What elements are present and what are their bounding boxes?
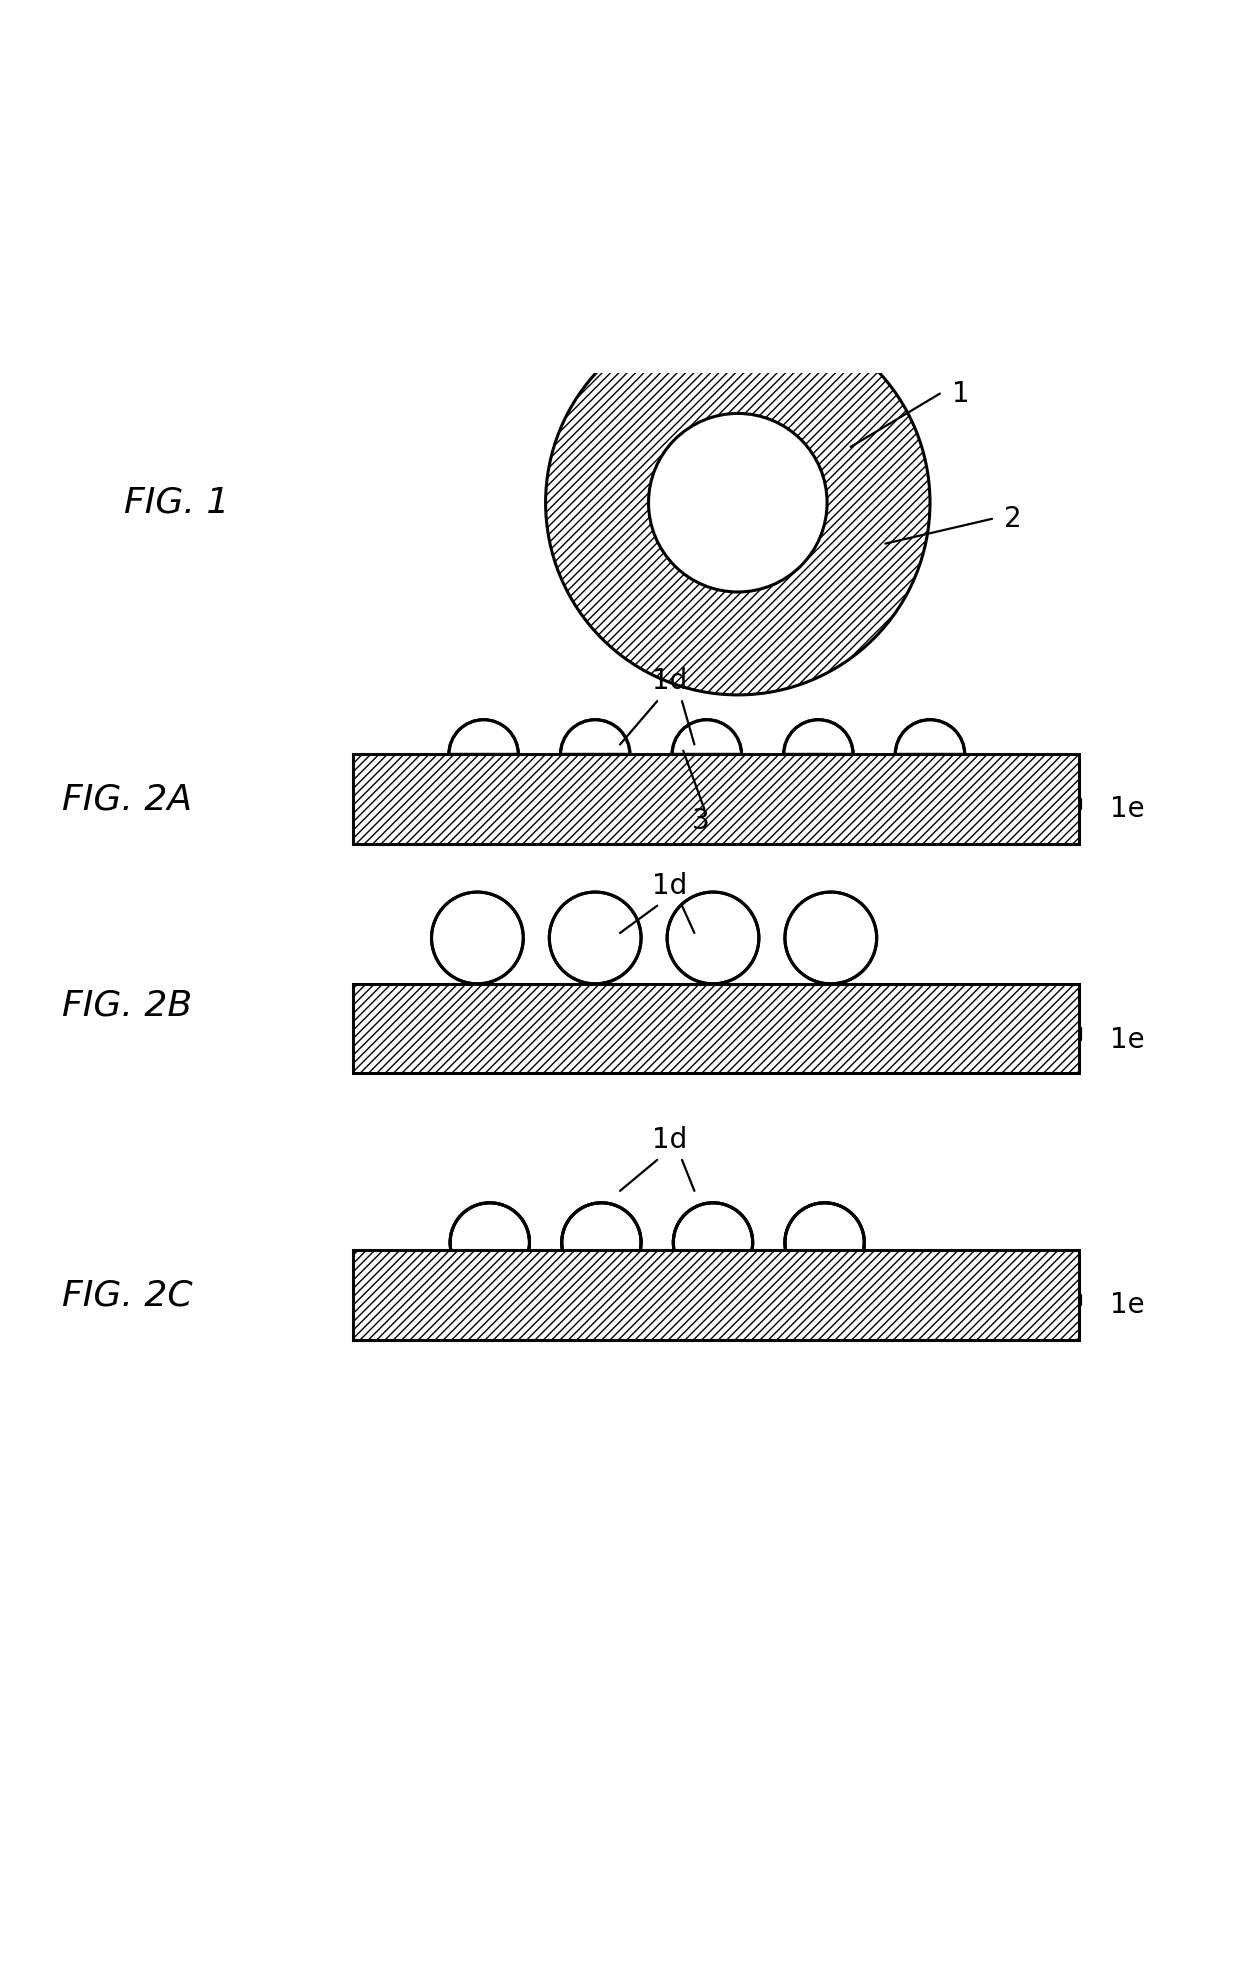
Wedge shape bbox=[784, 721, 853, 754]
Circle shape bbox=[785, 1203, 864, 1282]
Text: 1: 1 bbox=[952, 379, 970, 407]
Circle shape bbox=[785, 891, 877, 985]
Text: FIG. 1: FIG. 1 bbox=[124, 486, 229, 520]
Circle shape bbox=[549, 891, 641, 985]
Wedge shape bbox=[449, 721, 518, 754]
Text: 2: 2 bbox=[1004, 504, 1022, 532]
Circle shape bbox=[649, 413, 827, 592]
Text: 1d: 1d bbox=[652, 871, 687, 899]
Text: 1d: 1d bbox=[652, 667, 687, 695]
Circle shape bbox=[673, 1203, 753, 1282]
Wedge shape bbox=[672, 721, 742, 754]
Circle shape bbox=[450, 1203, 529, 1282]
Text: 1e: 1e bbox=[1110, 794, 1145, 824]
Circle shape bbox=[667, 891, 759, 985]
Bar bbox=[353, 985, 1079, 1074]
Wedge shape bbox=[895, 721, 965, 754]
Wedge shape bbox=[560, 721, 630, 754]
Text: FIG. 2B: FIG. 2B bbox=[62, 989, 192, 1022]
Bar bbox=[353, 754, 1079, 844]
Text: 1e: 1e bbox=[1110, 1026, 1145, 1054]
Bar bbox=[353, 754, 1079, 844]
Text: FIG. 2A: FIG. 2A bbox=[62, 782, 192, 816]
Circle shape bbox=[432, 891, 523, 985]
Bar bbox=[353, 985, 1079, 1074]
Bar bbox=[353, 1251, 1079, 1340]
Text: 1e: 1e bbox=[1110, 1290, 1145, 1318]
Circle shape bbox=[546, 310, 930, 695]
Bar bbox=[353, 1251, 1079, 1340]
Text: FIG. 2C: FIG. 2C bbox=[62, 1278, 192, 1312]
Text: 1d: 1d bbox=[652, 1125, 687, 1153]
Circle shape bbox=[562, 1203, 641, 1282]
Text: 3: 3 bbox=[692, 808, 709, 836]
